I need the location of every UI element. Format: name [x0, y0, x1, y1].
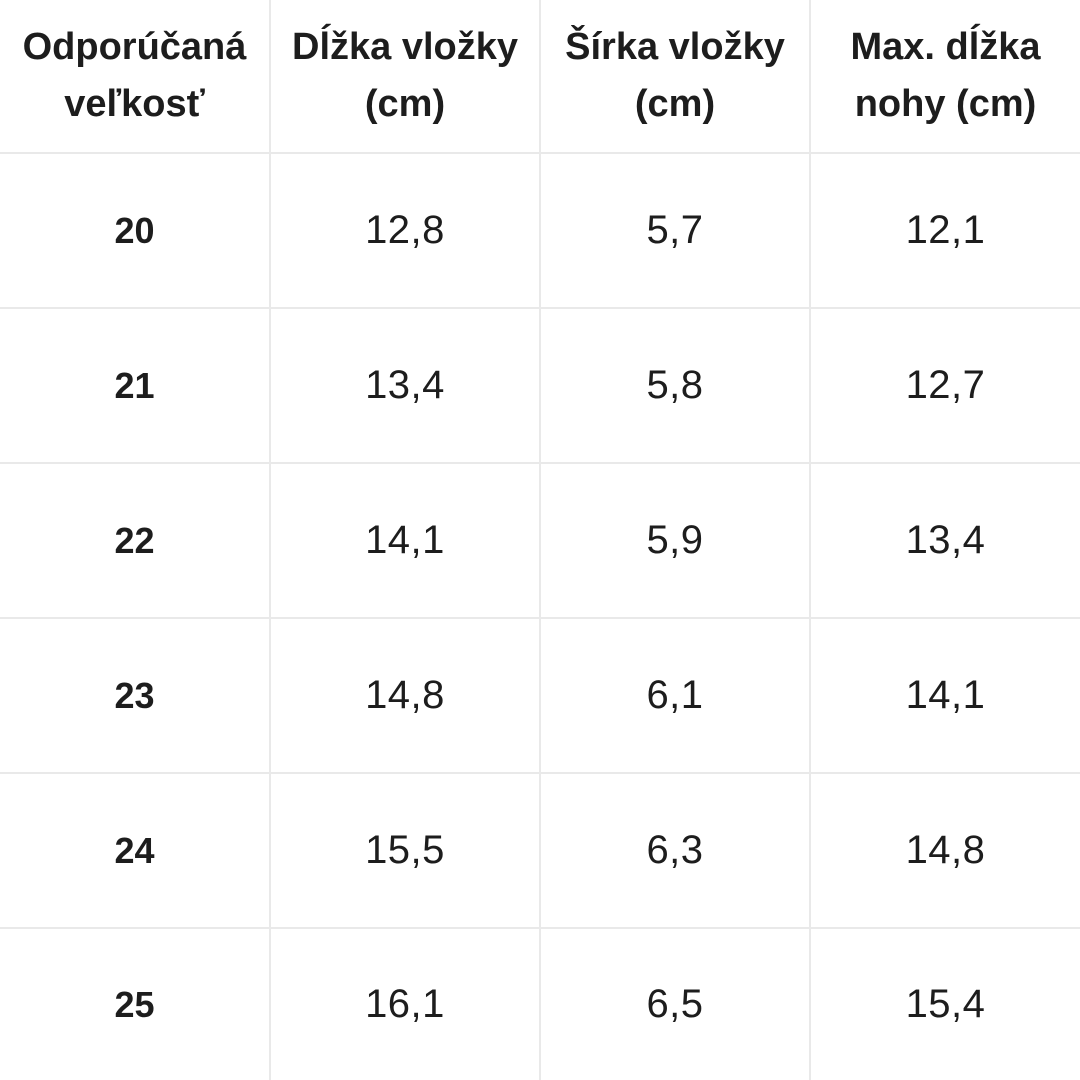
insole-width-cell: 6,5 — [539, 927, 811, 1080]
max-foot-length-cell: 12,7 — [809, 307, 1080, 465]
size-cell: 23 — [0, 617, 271, 775]
table-header: Odporúčaná veľkosť Dĺžka vložky (cm) Šír… — [0, 0, 1080, 154]
table-row: 23 14,8 6,1 14,1 — [0, 617, 1080, 775]
insole-length-cell: 16,1 — [269, 927, 541, 1080]
max-foot-length-cell: 14,1 — [809, 617, 1080, 775]
size-cell: 21 — [0, 307, 271, 465]
size-cell: 24 — [0, 772, 271, 930]
max-foot-length-cell: 13,4 — [809, 462, 1080, 620]
insole-length-cell: 15,5 — [269, 772, 541, 930]
insole-width-cell: 6,1 — [539, 617, 811, 775]
table-body: 20 12,8 5,7 12,1 21 13,4 5,8 12,7 22 14,… — [0, 151, 1080, 1080]
table-row: 21 13,4 5,8 12,7 — [0, 307, 1080, 465]
header-cell-insole-width: Šírka vložky (cm) — [539, 0, 811, 154]
table-row: 24 15,5 6,3 14,8 — [0, 772, 1080, 930]
header-cell-insole-length: Dĺžka vložky (cm) — [269, 0, 541, 154]
insole-length-cell: 14,1 — [269, 462, 541, 620]
max-foot-length-cell: 15,4 — [809, 927, 1080, 1080]
size-cell: 20 — [0, 151, 271, 310]
table-header-row: Odporúčaná veľkosť Dĺžka vložky (cm) Šír… — [0, 0, 1080, 154]
insole-width-cell: 5,7 — [539, 151, 811, 310]
table-row: 22 14,1 5,9 13,4 — [0, 462, 1080, 620]
max-foot-length-cell: 14,8 — [809, 772, 1080, 930]
insole-width-cell: 5,8 — [539, 307, 811, 465]
header-cell-max-foot-length: Max. dĺžka nohy (cm) — [809, 0, 1080, 154]
max-foot-length-cell: 12,1 — [809, 151, 1080, 310]
insole-length-cell: 14,8 — [269, 617, 541, 775]
insole-length-cell: 12,8 — [269, 151, 541, 310]
insole-width-cell: 6,3 — [539, 772, 811, 930]
insole-length-cell: 13,4 — [269, 307, 541, 465]
size-cell: 22 — [0, 462, 271, 620]
table-row: 20 12,8 5,7 12,1 — [0, 151, 1080, 310]
insole-width-cell: 5,9 — [539, 462, 811, 620]
size-cell: 25 — [0, 927, 271, 1080]
table-row: 25 16,1 6,5 15,4 — [0, 927, 1080, 1080]
header-cell-recommended-size: Odporúčaná veľkosť — [0, 0, 271, 154]
